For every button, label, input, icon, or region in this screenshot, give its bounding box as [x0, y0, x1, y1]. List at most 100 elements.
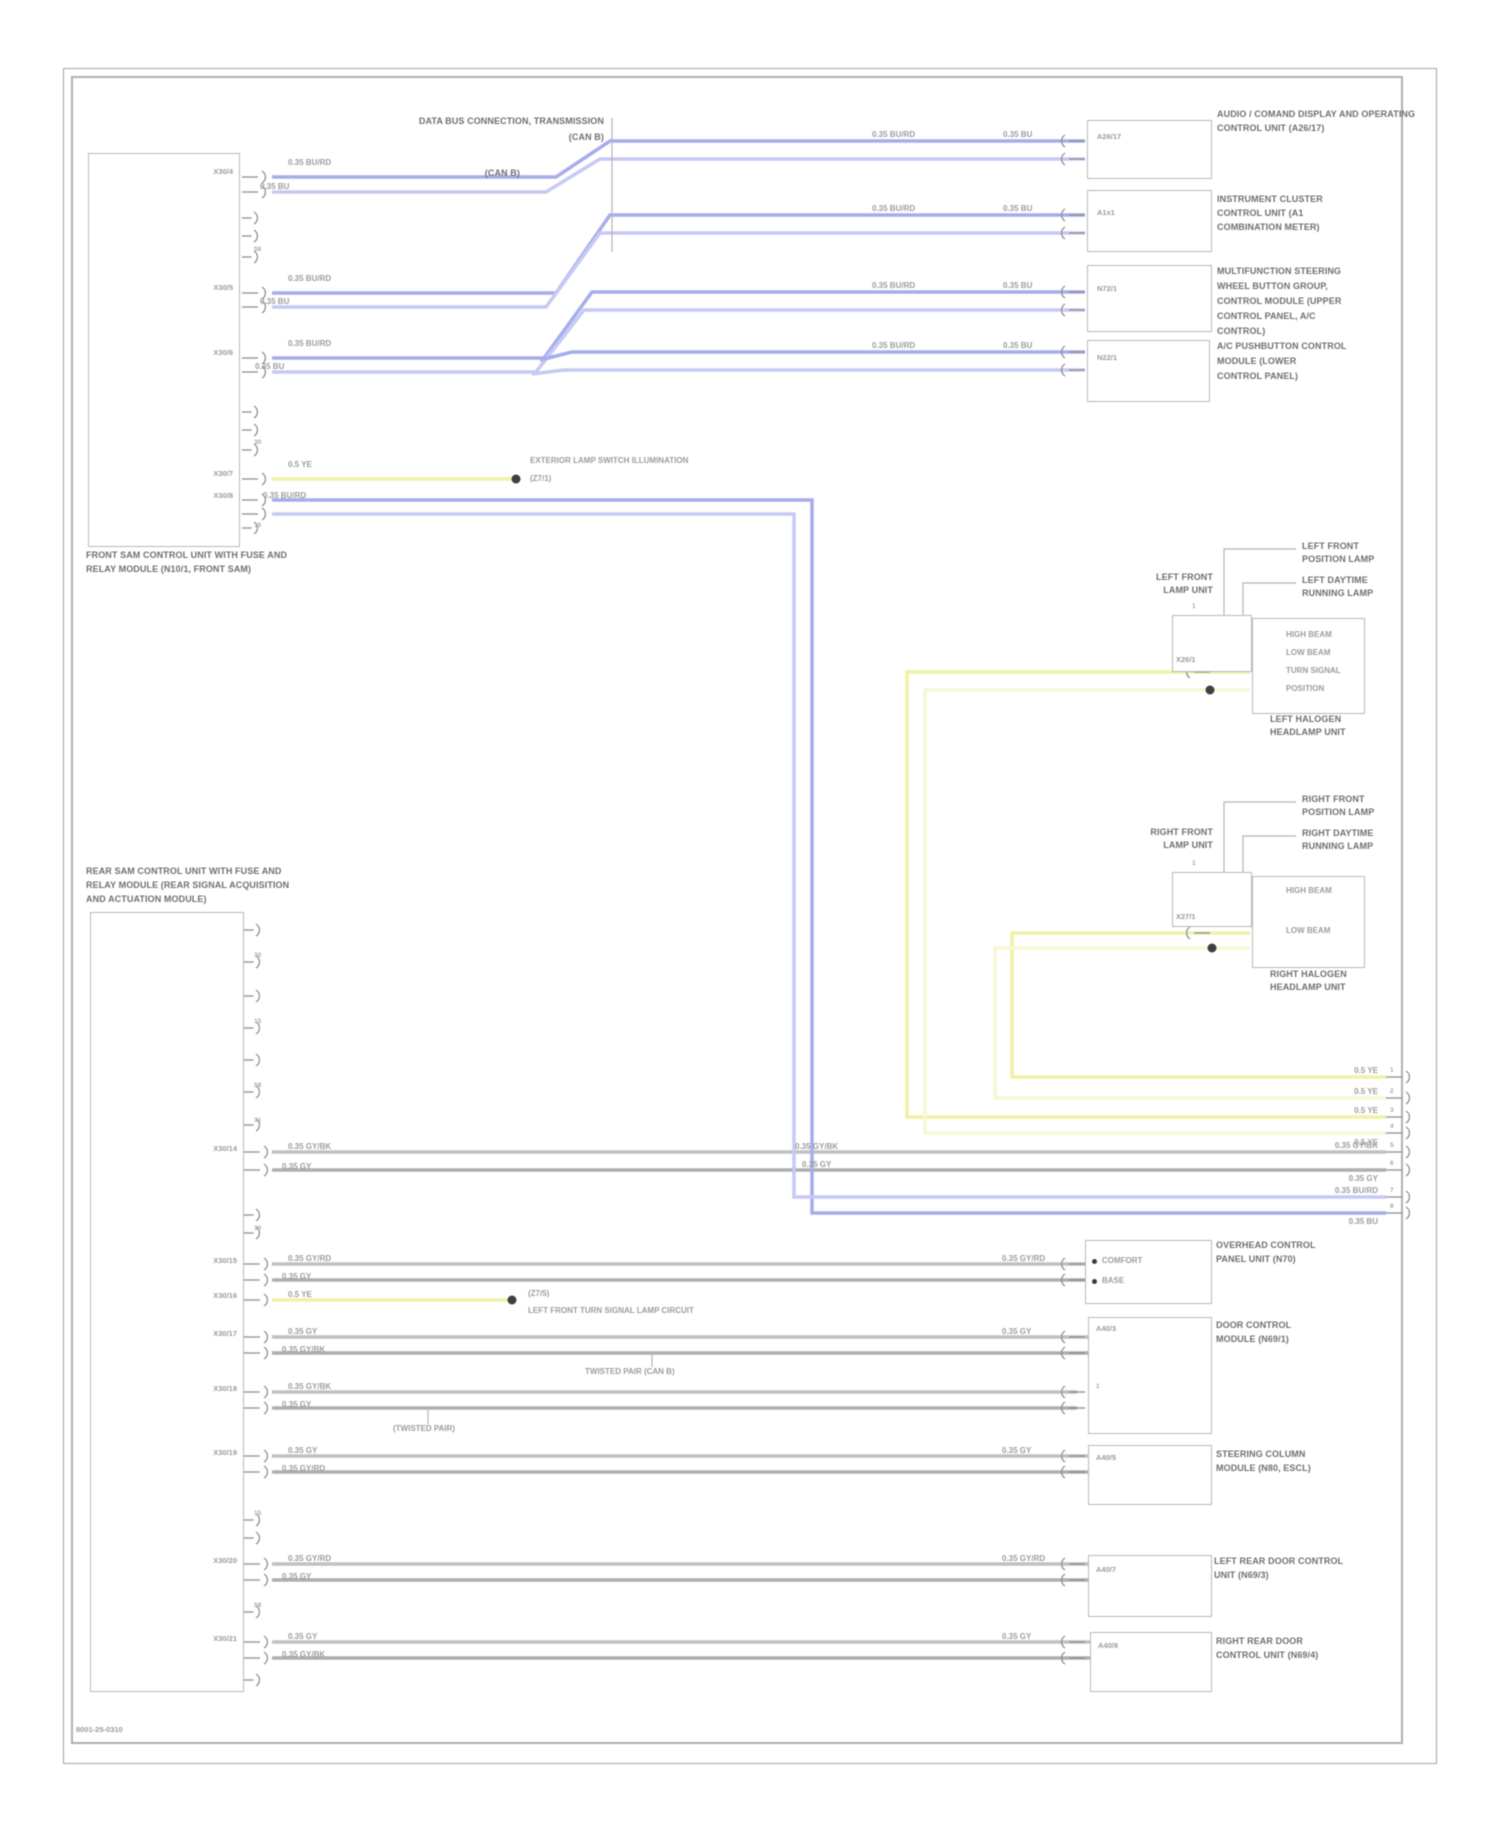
label-rear_sam-stubs-s3: 58	[254, 1082, 262, 1089]
label-rear_sam-stubs-s6: 15	[254, 1510, 262, 1517]
connector-pin	[1386, 1110, 1410, 1124]
label-headlamp_left-connector: X26/1	[1176, 655, 1196, 664]
label-rear_sam-wires-r2c: 0.35 GY/RD	[1002, 1254, 1046, 1263]
label-bottom_modules-4-lines-1: CONTROL UNIT (N69/4)	[1216, 1650, 1319, 1660]
label-rear_sam-pins-r7: X30/21	[213, 1634, 237, 1643]
page-outer-border	[63, 68, 1437, 1764]
wire	[272, 290, 1085, 360]
page-inner-border	[71, 76, 1403, 1744]
option-bullet	[1092, 1259, 1097, 1264]
connector-pin	[1061, 345, 1085, 359]
connector-pin	[244, 1385, 268, 1399]
label-headlamp_right-bulbs-1: LOW BEAM	[1286, 926, 1331, 935]
label-headlamp_left-bottom2: HEADLAMP UNIT	[1270, 727, 1346, 737]
connector-pin	[1386, 1206, 1410, 1220]
label-bottom_modules-4-id: A40/8	[1098, 1641, 1119, 1650]
page-footer: 8001-25-0310	[76, 1725, 123, 1734]
wire	[923, 688, 1386, 1135]
connector-pin	[242, 170, 266, 184]
label-top_modules-1-lines-2: COMBINATION METER)	[1217, 222, 1320, 232]
label-headlamp_left-pin_top: 1	[1192, 603, 1196, 610]
connector-pin	[242, 351, 266, 365]
label-top_modules-3-id: N22/1	[1097, 353, 1118, 362]
connector-pin	[244, 989, 260, 1003]
label-rear_sam-wires-r6c: 0.35 GY/RD	[1002, 1554, 1046, 1563]
wire	[1010, 931, 1386, 1079]
connector-pin	[1061, 1651, 1085, 1665]
connector-pin	[1061, 152, 1085, 166]
connector-pin	[242, 185, 266, 199]
label-rear_sam-wires-r7c: 0.35 GY	[1002, 1632, 1032, 1641]
option-bullet	[1092, 1279, 1097, 1284]
label-rear_sam-pins-r3: X30/17	[213, 1329, 237, 1338]
label-rear_sam-wires-r3b: 0.35 GY/BK	[282, 1345, 326, 1354]
label-headlamp_left-bulbs-2: TURN SIGNAL	[1286, 666, 1341, 675]
label-right_edge-labels-7: 0.35 BU	[1348, 1217, 1378, 1226]
wire	[531, 368, 1085, 376]
connector-pin	[1061, 134, 1085, 148]
label-headlamp_right-connector: X27/1	[1176, 912, 1196, 921]
module-right-rear-door	[1090, 1632, 1212, 1692]
label-bottom_modules-0-lines-1: PANEL UNIT (N70)	[1216, 1254, 1296, 1264]
label-rear_sam-wires-r7a: 0.35 GY	[288, 1632, 318, 1641]
connector-pin	[244, 1513, 260, 1527]
label-right_edge-pins-7: 8	[1390, 1203, 1394, 1210]
connector-pin	[1061, 363, 1085, 377]
label-headlamp_right-top2b: RUNNING LAMP	[1302, 841, 1374, 851]
label-front_sam-wires-w1b: 0.35 BU	[260, 182, 290, 191]
label-rear_sam-pins-r6: X30/20	[213, 1556, 237, 1565]
label-right_edge-pins-4: 5	[1390, 1142, 1394, 1149]
label-right_edge-labels-5: 0.35 GY	[1348, 1174, 1378, 1183]
label-top_modules-0-lines-0: AUDIO / COMAND DISPLAY AND OPERATING	[1217, 109, 1416, 119]
label-front_sam-splice-label1: EXTERIOR LAMP SWITCH ILLUMINATION	[530, 456, 689, 465]
wire	[272, 157, 1085, 194]
label-top_modules-1-lines-0: INSTRUMENT CLUSTER	[1217, 194, 1323, 204]
front-sam-control-unit	[88, 153, 240, 547]
connector-pin	[1061, 1385, 1085, 1399]
label-top_modules-0-lines-1: CONTROL UNIT (A26/17)	[1217, 123, 1325, 133]
label-rear_sam-wires-r6b: 0.35 GY	[282, 1572, 312, 1581]
connector-pin	[244, 1257, 268, 1271]
label-right_edge-pins-3: 4	[1390, 1123, 1394, 1130]
connector-pin	[1061, 1465, 1085, 1479]
connector-pin	[244, 1635, 268, 1649]
connector-pin	[244, 1085, 260, 1099]
connector-pin	[1061, 1635, 1085, 1649]
label-rear_sam-pins-r1: X30/14	[213, 1144, 237, 1153]
label-right_edge-pins-6: 7	[1390, 1187, 1394, 1194]
label-rear_sam-splice-label2: LEFT FRONT TURN SIGNAL LAMP CIRCUIT	[528, 1306, 694, 1315]
label-annotation-line1: DATA BUS CONNECTION, TRANSMISSION	[418, 116, 604, 126]
connector-pin	[1061, 285, 1085, 299]
wire	[272, 231, 1085, 309]
label-headlamp_left-top1b: POSITION LAMP	[1302, 554, 1375, 564]
label-rear_sam-wires-r2a: 0.35 GY/RD	[288, 1254, 332, 1263]
label-headlamp_right-top1b: POSITION LAMP	[1302, 807, 1375, 817]
label-headlamp_left-bulbs-1: LOW BEAM	[1286, 648, 1331, 657]
connector-pin	[1061, 303, 1085, 317]
label-top_modules-1-lines-1: CONTROL UNIT (A1	[1217, 208, 1304, 218]
label-headlamp_right-top1a: RIGHT FRONT	[1302, 794, 1365, 804]
label-annotation-note: (CAN B)	[484, 168, 520, 178]
connector-pin	[244, 1163, 268, 1177]
label-top_modules-2-mid: 0.35 BU/RD	[872, 281, 916, 290]
label-headlamp_left-bulbs-0: HIGH BEAM	[1286, 630, 1332, 639]
label-right_edge-labels-4: 0.35 GY/BK	[1334, 1141, 1378, 1150]
connector-pin	[1386, 1190, 1410, 1204]
left-headlamp-unit	[1252, 618, 1365, 714]
splice-dot	[1205, 685, 1215, 695]
label-top_modules-0-near: 0.35 BU	[1003, 130, 1033, 139]
label-front_sam-wires-w3b: 0.35 BU	[255, 362, 285, 371]
label-rear_sam-wires-r1c: 0.35 GY/BK	[795, 1142, 839, 1151]
wire	[272, 139, 1085, 179]
connector-pin	[1061, 1401, 1085, 1415]
label-top_modules-3-lines-2: CONTROL PANEL)	[1217, 371, 1299, 381]
connector-pin	[242, 300, 266, 314]
wire	[272, 512, 1386, 1199]
label-right_edge-pins-1: 2	[1390, 1088, 1394, 1095]
label-rear_sam-wires-r7b: 0.35 GY/BK	[282, 1650, 326, 1659]
label-front_sam-pins-p5: X30/8	[213, 491, 233, 500]
connector-pin	[242, 405, 258, 419]
label-front_sam-pins-p3: X30/6	[213, 348, 233, 357]
connector-pin	[242, 211, 258, 225]
